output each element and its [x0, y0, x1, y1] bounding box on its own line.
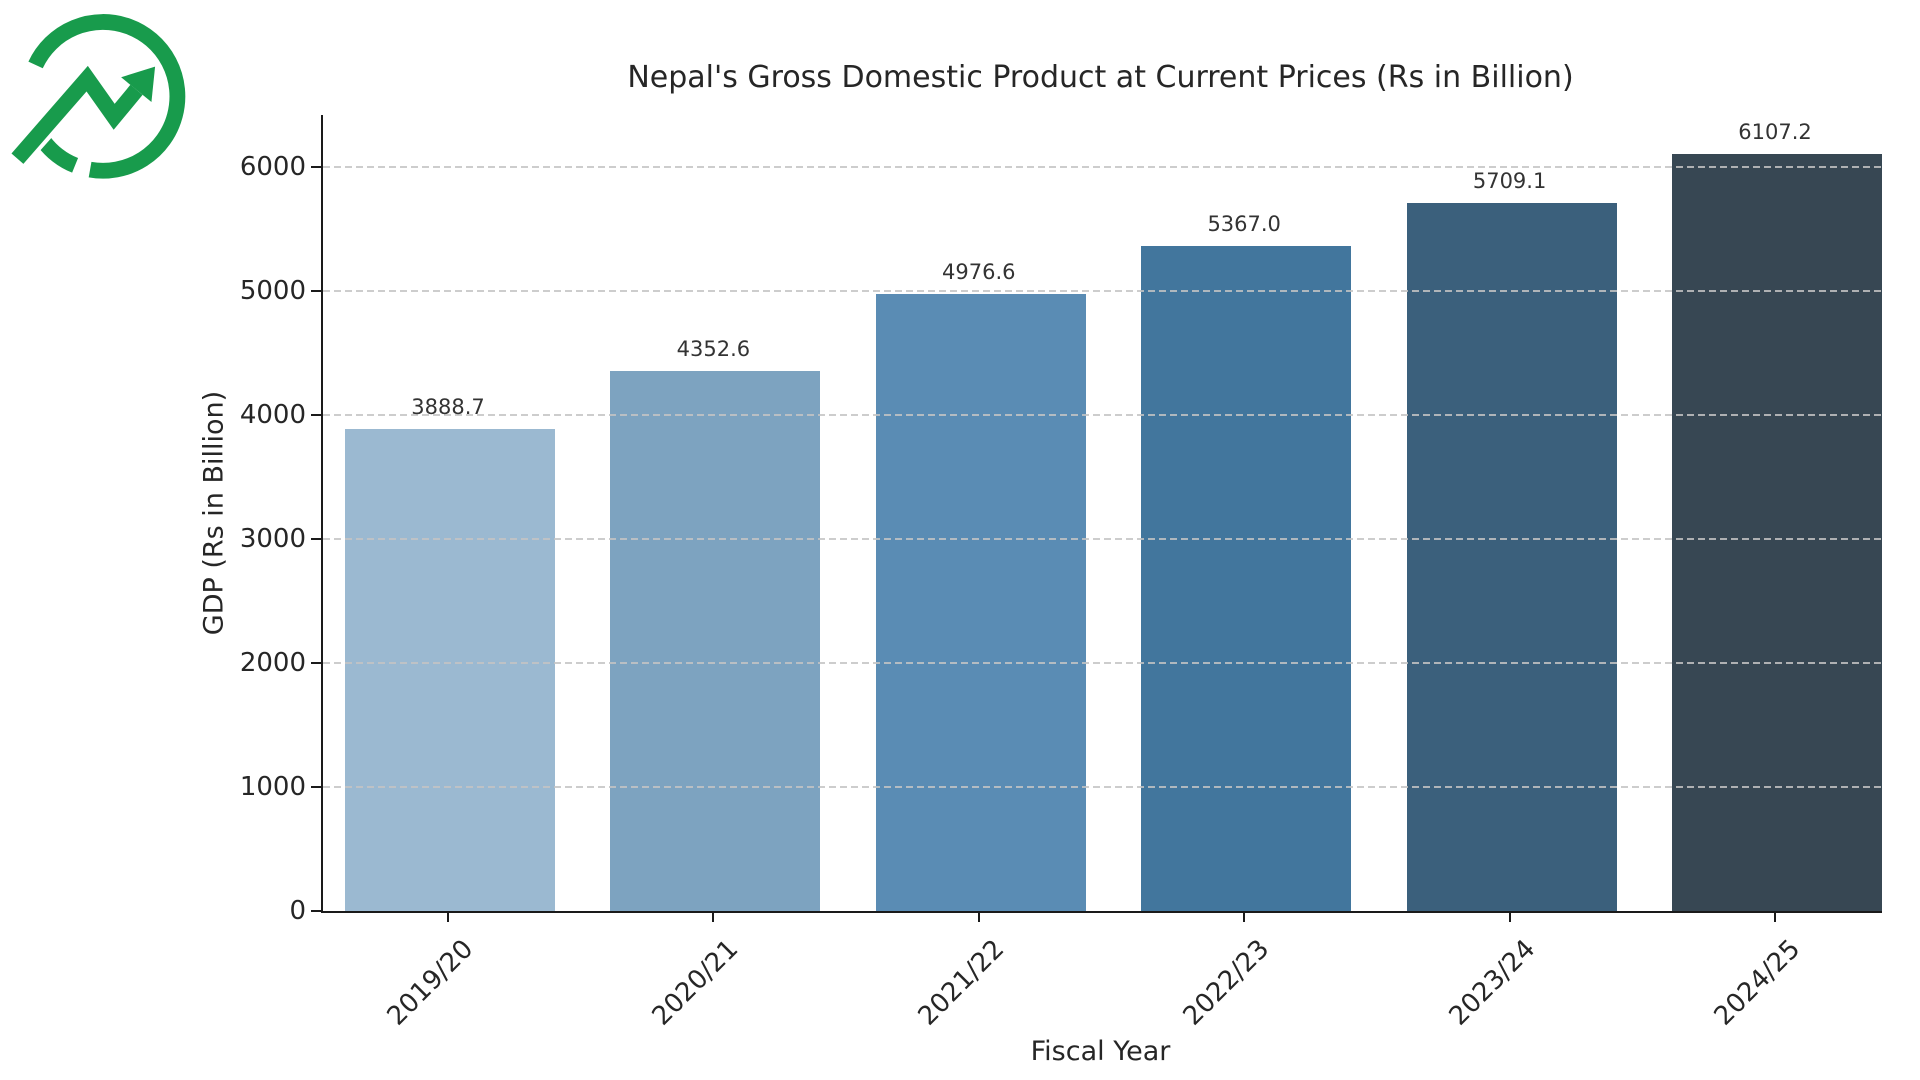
- gridline-2000: [323, 662, 1882, 664]
- bar-2021-22: [875, 294, 1086, 911]
- y-tick-label: 1000: [239, 772, 306, 802]
- x-tick-label: 2022/23: [1177, 934, 1276, 1032]
- y-tick: [311, 538, 321, 540]
- x-tick: [447, 913, 449, 922]
- bar-value-label: 4976.6: [942, 260, 1016, 284]
- bar-value-label: 6107.2: [1738, 119, 1812, 144]
- bar-2020-21: [610, 371, 821, 911]
- trend-arrow-icon: [11, 65, 156, 164]
- y-tick: [311, 414, 321, 416]
- x-axis-label: Fiscal Year: [1030, 1036, 1171, 1067]
- x-tick-label: 2021/22: [912, 934, 1011, 1032]
- y-tick: [311, 662, 321, 664]
- bar-2019-20: [345, 428, 555, 911]
- x-tick-label: 2019/20: [381, 934, 480, 1032]
- gridline-1000: [323, 786, 1882, 788]
- y-tick: [311, 786, 321, 788]
- x-tick: [977, 913, 980, 922]
- x-tick: [712, 913, 715, 922]
- x-tick-label: 2023/24: [1443, 934, 1541, 1032]
- gridline-6000: [323, 166, 1882, 169]
- bar-2022-23: [1141, 245, 1352, 911]
- gridline-3000: [323, 538, 1882, 540]
- x-tick: [1243, 913, 1246, 922]
- y-tick-label: 2000: [239, 648, 306, 678]
- bar-value-label: 3888.7: [411, 394, 485, 419]
- gridline-4000: [323, 414, 1882, 416]
- y-tick-label: 6000: [239, 152, 306, 183]
- y-tick: [311, 166, 321, 169]
- bar-2024-25: [1672, 153, 1882, 911]
- x-tick-label: 2020/21: [647, 934, 745, 1032]
- y-tick-label: 4000: [239, 400, 306, 430]
- y-tick-label: 5000: [239, 276, 306, 307]
- gridline-5000: [323, 290, 1882, 293]
- y-tick-label: 3000: [239, 524, 306, 554]
- chart-title: Nepal's Gross Domestic Product at Curren…: [627, 60, 1574, 95]
- bar-2023-24: [1406, 203, 1617, 911]
- y-tick-label: 0: [289, 896, 306, 926]
- x-tick-label: 2024/25: [1708, 934, 1807, 1032]
- plot-area: [321, 115, 1882, 913]
- x-tick: [1508, 913, 1511, 922]
- growth-trend-logo: [10, 14, 186, 179]
- bar-value-label: 4352.6: [676, 337, 751, 362]
- bar-value-label: 5709.1: [1472, 169, 1547, 194]
- y-tick: [311, 290, 321, 293]
- bar-value-label: 5367.0: [1207, 211, 1281, 236]
- x-tick: [1774, 913, 1776, 922]
- y-tick: [311, 910, 321, 912]
